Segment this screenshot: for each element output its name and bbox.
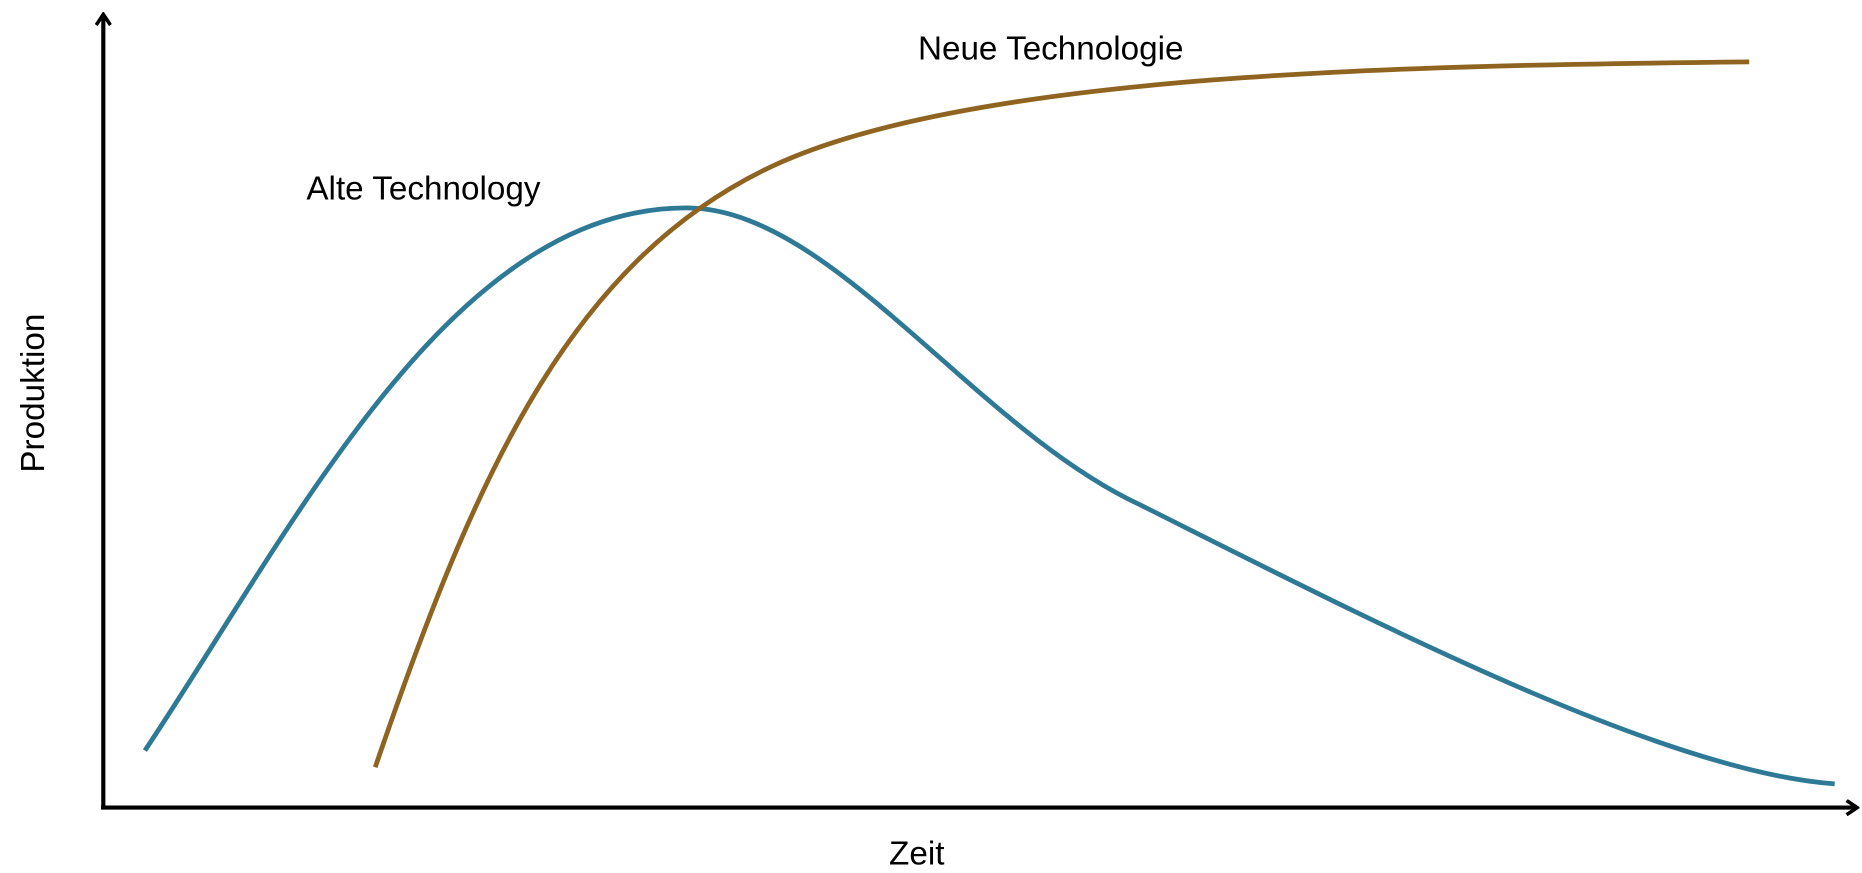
new-technology-curve (373, 59, 1750, 768)
new-technology-label: Neue Technologie (918, 30, 1184, 67)
y-axis-label: Produktion (15, 314, 52, 473)
old-technology-label: Alte Technology (306, 171, 541, 208)
old-technology-curve (142, 205, 1835, 787)
x-axis-label: Zeit (889, 836, 944, 873)
